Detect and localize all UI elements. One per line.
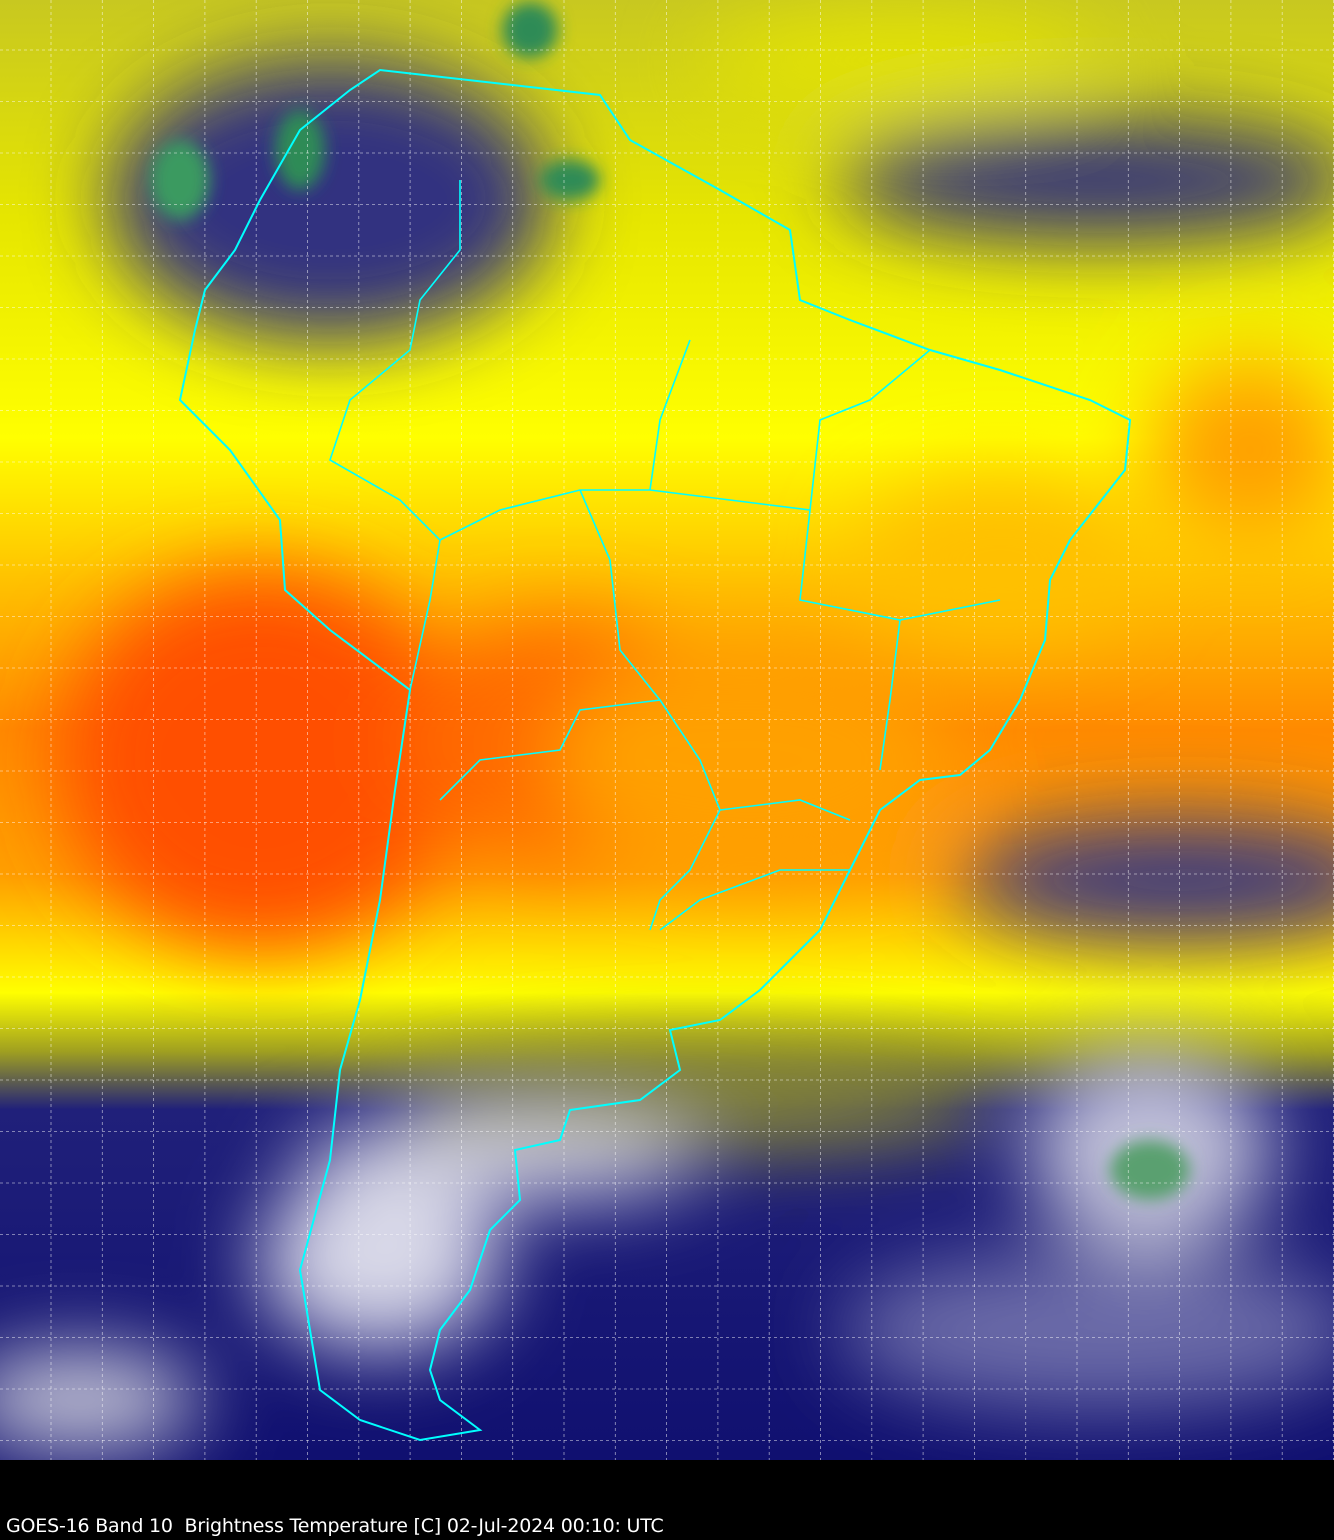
cold-cloud-tops <box>150 2 1190 1200</box>
image-caption: GOES-16 Band 10 Brightness Temperature [… <box>6 1515 664 1537</box>
temperature-features <box>0 20 1334 1450</box>
country-borders <box>329 180 1001 931</box>
graticule <box>0 0 1334 1460</box>
satellite-image <box>0 0 1334 1460</box>
coastline <box>178 68 1132 1442</box>
